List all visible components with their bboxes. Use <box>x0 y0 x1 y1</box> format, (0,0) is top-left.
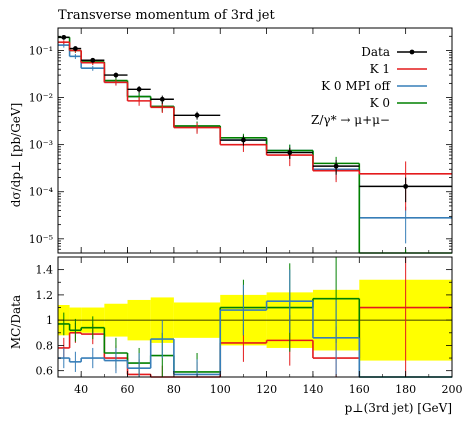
data-point <box>333 163 339 169</box>
data-point <box>194 112 200 118</box>
main-plot-frame <box>57 27 453 254</box>
data-point <box>287 150 293 155</box>
x-tick-label: 60 <box>121 383 135 396</box>
x-tick-label: 140 <box>302 383 323 396</box>
main-y-tick-label: 10⁻² <box>29 92 53 105</box>
main-y-tick-label: 10⁻⁴ <box>29 186 54 199</box>
main-y-tick-label: 10⁻¹ <box>29 44 53 57</box>
legend-label: K 1 <box>370 62 390 76</box>
main-y-tick-label: 10⁻³ <box>29 139 53 152</box>
data-point <box>61 34 67 40</box>
data-point <box>241 137 246 143</box>
x-tick-label: 120 <box>256 383 277 396</box>
ratio-y-tick-label: 0.6 <box>36 365 54 378</box>
data-point <box>72 46 78 51</box>
x-axis-label: p⊥(3rd jet) [GeV] <box>345 401 452 415</box>
data-point <box>159 96 165 102</box>
x-tick-label: 200 <box>442 383 463 396</box>
main-series-k-0-mpi-off <box>58 42 452 244</box>
legend-marker <box>409 49 415 55</box>
main-series-data <box>58 34 452 203</box>
main-y-tick-label: 10⁻⁵ <box>29 233 53 246</box>
x-tick-label: 160 <box>349 383 370 396</box>
data-point <box>136 86 142 92</box>
x-tick-label: 80 <box>167 383 181 396</box>
ratio-y-tick-label: 1.4 <box>36 264 54 277</box>
ratio-panel: 0.6 0.8 1 1.2 1.4 40 60 80 100 120 140 160 180 200 <box>36 256 463 396</box>
chart-title: Transverse momentum of 3rd jet <box>58 8 275 23</box>
data-point <box>90 57 96 63</box>
x-tick-label: 100 <box>210 383 231 396</box>
data-point <box>403 183 409 189</box>
ratio-y-tick-label: 1 <box>46 314 53 327</box>
legend-label: K 0 <box>370 96 390 110</box>
ratio-y-tick-label: 1.2 <box>36 289 54 302</box>
legend-label: Data <box>361 45 390 59</box>
data-point <box>113 72 119 78</box>
ratio-y-tick-label: 0.8 <box>36 339 54 352</box>
ratio-y-axis-label: MC/Data <box>9 295 23 349</box>
legend-label: K 0 MPI off <box>321 79 391 93</box>
legend: Data K 1 K 0 MPI off K 0 <box>321 45 427 110</box>
legend-process-label: Z/γ* → μ+μ− <box>311 113 390 127</box>
main-series-k-1 <box>58 40 452 211</box>
x-tick-label: 180 <box>395 383 416 396</box>
main-panel: 10⁻¹ 10⁻² 10⁻³ 10⁻⁴ 10⁻⁵ <box>29 27 453 254</box>
x-tick-label: 40 <box>74 383 88 396</box>
main-y-axis-label: dσ/dp⊥ [pb/GeV] <box>9 103 23 208</box>
ratio-plot-frame <box>57 256 453 378</box>
